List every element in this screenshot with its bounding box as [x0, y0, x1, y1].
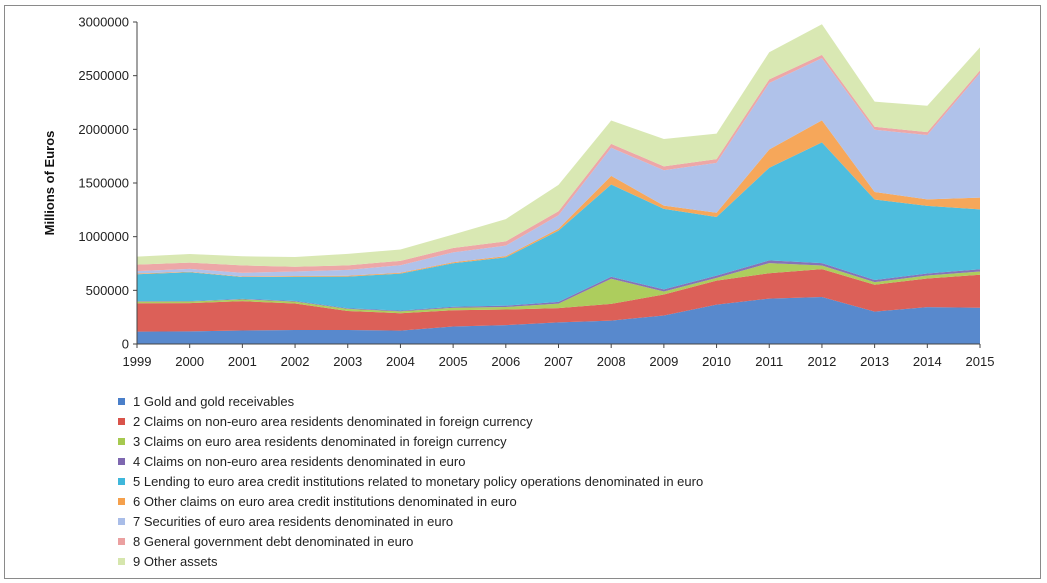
x-tick-label: 2000: [175, 354, 204, 369]
x-tick-label: 2015: [966, 354, 995, 369]
x-tick-label: 2007: [544, 354, 573, 369]
legend-swatch: [118, 517, 125, 525]
legend-label: 9 Other assets: [133, 553, 218, 569]
x-tick-label: 2011: [755, 354, 783, 369]
legend-swatch: [118, 438, 125, 446]
area-series-1: [137, 296, 980, 344]
x-tick-label: 2009: [649, 354, 678, 369]
legend-label: 2 Claims on non-euro area residents deno…: [133, 414, 533, 430]
legend-swatch: [118, 557, 125, 565]
legend-label: 3 Claims on euro area residents denomina…: [133, 434, 507, 450]
x-tick-label: 1999: [123, 354, 152, 369]
legend-label: 1 Gold and gold receivables: [133, 394, 295, 410]
legend-item-4: 4 Claims on non-euro area residents deno…: [118, 452, 703, 472]
legend-swatch: [118, 497, 125, 505]
x-tick-label: 2002: [281, 354, 310, 369]
x-tick-label: 2014: [913, 354, 942, 369]
legend-swatch: [118, 537, 125, 545]
y-tick-label: 3000000: [78, 15, 129, 30]
area-series-6: [137, 120, 980, 278]
axes-layer: 0 500000 1000000 1500000 2000000 2500000 30000…: [78, 15, 994, 370]
legend-item-5: 5 Lending to euro area credit institutio…: [118, 472, 703, 492]
y-axis-label: Millions of Euros: [42, 131, 57, 236]
x-tick-label: 2005: [439, 354, 468, 369]
area-series-7: [137, 58, 980, 277]
x-tick-label: 2013: [860, 354, 889, 369]
legend-item-3: 3 Claims on euro area residents denomina…: [118, 432, 703, 452]
x-tick-label: 2003: [333, 354, 362, 369]
legend-label: 6 Other claims on euro area credit insti…: [133, 493, 517, 509]
legend-label: 7 Securities of euro area residents deno…: [133, 513, 454, 529]
legend-swatch: [118, 458, 125, 466]
legend-item-2: 2 Claims on non-euro area residents deno…: [118, 412, 703, 432]
y-tick-label: 1000000: [78, 229, 129, 244]
legend-item-8: 8 General government debt denominated in…: [118, 531, 703, 551]
x-tick-label: 2006: [491, 354, 520, 369]
x-tick-label: 2008: [597, 354, 626, 369]
legend-item-1: 1 Gold and gold receivables: [118, 392, 703, 412]
legend-label: 4 Claims on non-euro area residents deno…: [133, 454, 466, 470]
area-series-2: [137, 269, 980, 332]
y-tick-label: 1500000: [78, 176, 129, 191]
legend: 1 Gold and gold receivables 2 Claims on n…: [118, 392, 703, 571]
legend-item-7: 7 Securities of euro area residents deno…: [118, 511, 703, 531]
x-tick-label: 2012: [807, 354, 836, 369]
legend-label: 8 General government debt denominated in…: [133, 533, 414, 549]
legend-swatch: [118, 398, 125, 406]
legend-item-6: 6 Other claims on euro area credit insti…: [118, 491, 703, 511]
y-tick-label: 2500000: [78, 68, 129, 83]
legend-label: 5 Lending to euro area credit institutio…: [133, 474, 704, 489]
x-tick-label: 2010: [702, 354, 731, 369]
y-tick-label: 2000000: [78, 122, 129, 137]
legend-swatch: [118, 418, 125, 426]
area-layer: [137, 24, 980, 344]
area-series-5: [137, 142, 980, 311]
y-tick-label: 500000: [86, 283, 129, 298]
y-tick-label: 0: [122, 337, 129, 352]
x-tick-label: 2001: [228, 354, 257, 369]
legend-item-9: 9 Other assets: [118, 551, 703, 571]
x-tick-label: 2004: [386, 354, 415, 369]
legend-swatch: [118, 478, 125, 485]
